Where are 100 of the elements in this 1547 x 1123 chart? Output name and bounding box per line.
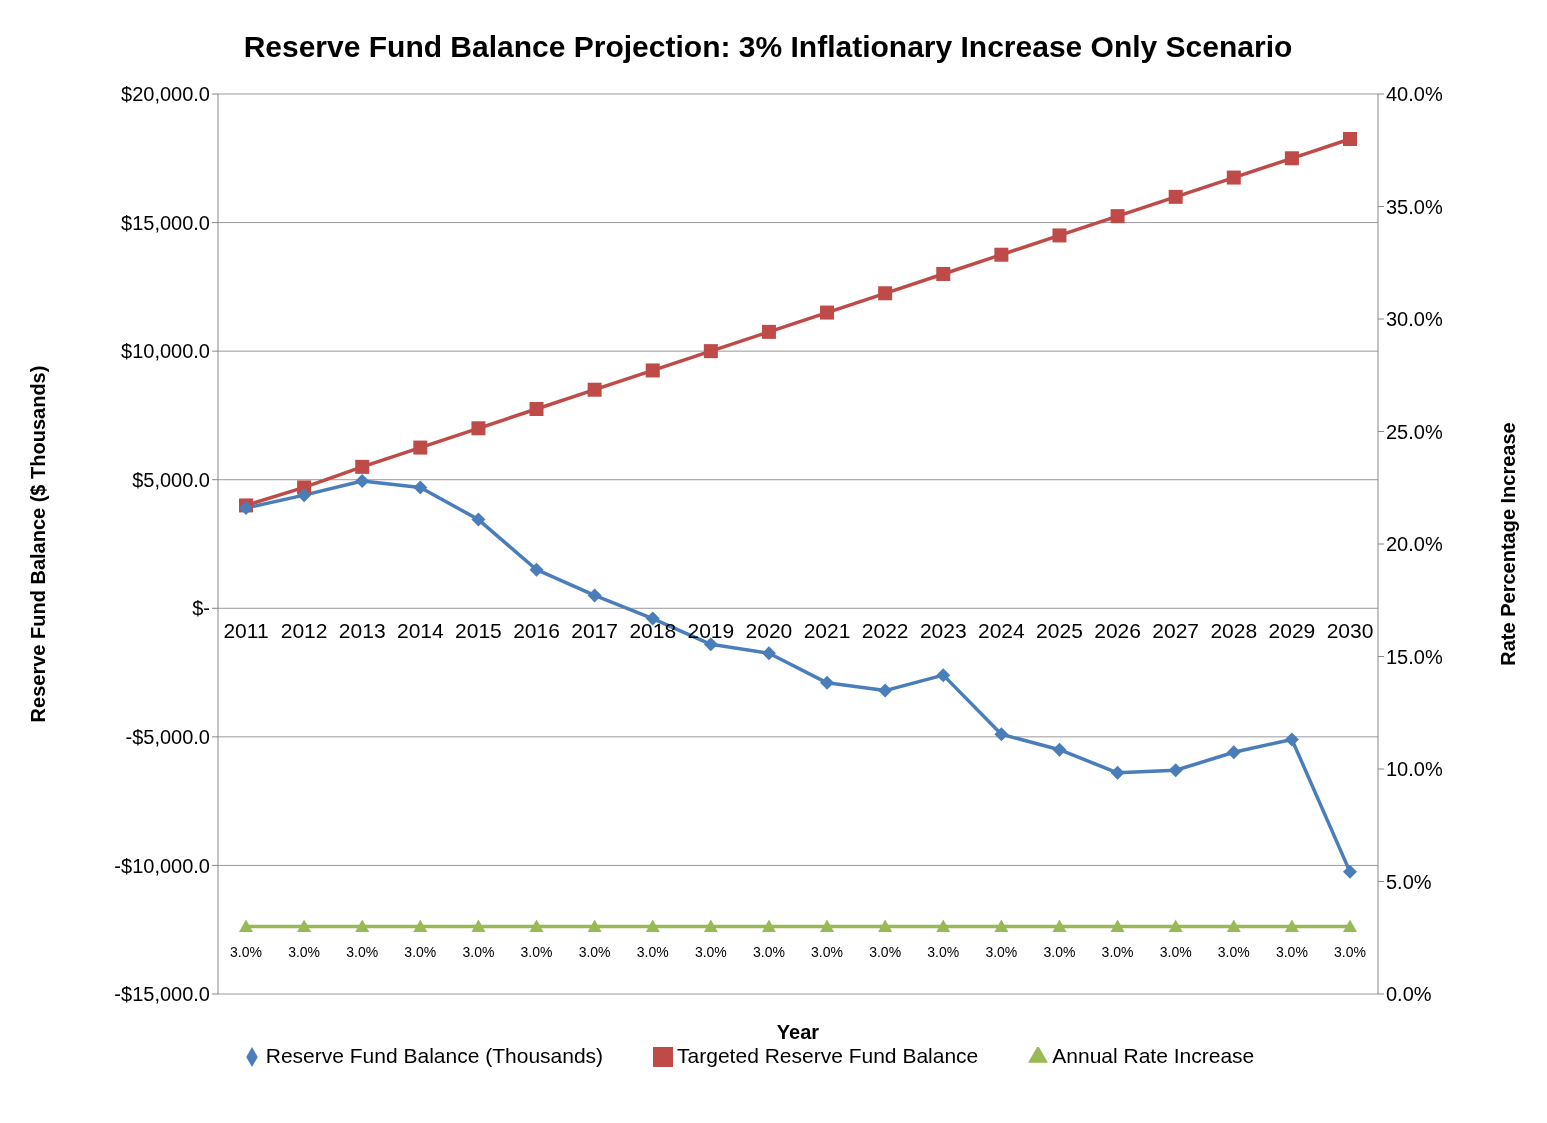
point	[761, 324, 776, 339]
point	[1284, 732, 1299, 747]
point	[1284, 151, 1299, 166]
data-label: 3.0%	[1275, 943, 1308, 960]
x-tick-label: 2023	[919, 619, 967, 643]
point	[1052, 228, 1067, 243]
data-label: 3.0%	[752, 943, 785, 960]
x-tick-label: 2014	[396, 619, 444, 643]
y2-tick-label: 25.0%	[1386, 420, 1443, 443]
y-tick-label: $15,000.0	[121, 211, 210, 234]
point	[355, 474, 370, 488]
data-label: 3.0%	[288, 943, 321, 960]
x-tick-label: 2026	[1094, 619, 1141, 643]
data-label: 3.0%	[404, 943, 437, 960]
data-label: 3.0%	[694, 943, 727, 960]
y-tick-label: $20,000.0	[121, 83, 210, 106]
point	[1168, 189, 1183, 204]
y2-tick-label: 40.0%	[1386, 83, 1443, 106]
y2-tick-label: 0.0%	[1386, 983, 1432, 1006]
point	[587, 588, 602, 603]
x-tick-label: 2020	[745, 619, 793, 643]
x-tick-label: 2017	[571, 619, 618, 643]
y-tick-label: $5,000.0	[132, 468, 210, 491]
data-label: 3.0%	[927, 943, 960, 960]
x-tick-label: 2019	[687, 619, 735, 643]
x-tick-label: 2012	[280, 619, 328, 643]
x-tick-label: 2013	[338, 619, 386, 643]
point	[820, 675, 835, 690]
point	[1226, 745, 1241, 760]
point	[1226, 170, 1241, 185]
point	[1052, 742, 1067, 757]
x-tick-label: 2028	[1210, 619, 1258, 643]
y-tick-label: -$15,000.0	[114, 983, 210, 1006]
x-tick-label: 2025	[1036, 619, 1083, 643]
point	[820, 305, 835, 320]
point	[471, 512, 486, 527]
point	[878, 683, 893, 698]
point	[1110, 765, 1125, 780]
point	[1168, 763, 1183, 778]
point	[413, 480, 428, 495]
y2-tick-label: 30.0%	[1386, 308, 1443, 331]
point	[761, 646, 776, 661]
y2-tick-label: 35.0%	[1386, 195, 1443, 218]
x-tick-label: 2018	[629, 619, 677, 643]
point	[936, 668, 951, 683]
point	[994, 247, 1009, 262]
point	[936, 267, 951, 281]
data-label: 3.0%	[578, 943, 611, 960]
y-tick-label: $-	[192, 597, 210, 620]
y-tick-label: -$5,000.0	[125, 725, 210, 748]
data-label: 3.0%	[1334, 943, 1366, 960]
x-tick-label: 2027	[1152, 619, 1200, 643]
legend-label: Targeted Reserve Fund Balance	[677, 1044, 979, 1067]
point	[1343, 132, 1357, 146]
point	[994, 727, 1009, 742]
y2-axis-title: Rate Percentage Increase	[1497, 422, 1520, 666]
data-label: 3.0%	[346, 943, 379, 960]
x-tick-label: 2016	[513, 619, 560, 643]
legend-label: Annual Rate Increase	[1052, 1044, 1255, 1067]
x-tick-label: 2022	[861, 619, 909, 643]
chart-title: Reserve Fund Balance Projection: 3% Inflationary Increase Only Scenario	[242, 29, 1294, 65]
point	[297, 488, 312, 503]
data-label: 3.0%	[985, 943, 1018, 960]
point	[529, 402, 544, 416]
point	[587, 382, 602, 397]
y-axis-title: Reserve Fund Balance ($ Thousands)	[27, 365, 50, 723]
x-tick-label: 2015	[455, 619, 502, 643]
x-tick-label: 2029	[1268, 619, 1316, 643]
y2-tick-label: 20.0%	[1386, 533, 1443, 556]
y-tick-label: $10,000.0	[121, 340, 210, 363]
y-tick-label: -$10,000.0	[114, 854, 210, 877]
data-label: 3.0%	[1101, 943, 1134, 960]
data-label: 3.0%	[869, 943, 902, 960]
y2-tick-label: 10.0%	[1386, 758, 1443, 781]
y2-tick-label: 15.0%	[1386, 645, 1443, 668]
point	[645, 363, 660, 378]
point	[1343, 864, 1357, 879]
point	[1110, 209, 1125, 224]
x-axis-title: Year	[776, 1021, 820, 1043]
x-tick-label: 2024	[978, 619, 1026, 643]
point	[878, 286, 893, 301]
x-tick-label: 2011	[223, 619, 269, 643]
data-label: 3.0%	[811, 943, 844, 960]
point	[703, 637, 718, 652]
point	[529, 562, 544, 577]
data-label: 3.0%	[1159, 943, 1192, 960]
data-label: 3.0%	[230, 943, 262, 960]
legend-label: Reserve Fund Balance (Thousands)	[265, 1044, 604, 1067]
y2-tick-label: 5.0%	[1386, 870, 1432, 893]
point	[413, 440, 428, 455]
point	[471, 421, 486, 436]
point	[703, 344, 718, 359]
data-label: 3.0%	[1043, 943, 1076, 960]
data-label: 3.0%	[462, 943, 495, 960]
x-tick-label: 2030	[1326, 619, 1374, 643]
x-tick-label: 2021	[803, 619, 851, 643]
data-label: 3.0%	[520, 943, 553, 960]
data-label: 3.0%	[1217, 943, 1250, 960]
point	[355, 459, 370, 474]
data-label: 3.0%	[636, 943, 669, 960]
